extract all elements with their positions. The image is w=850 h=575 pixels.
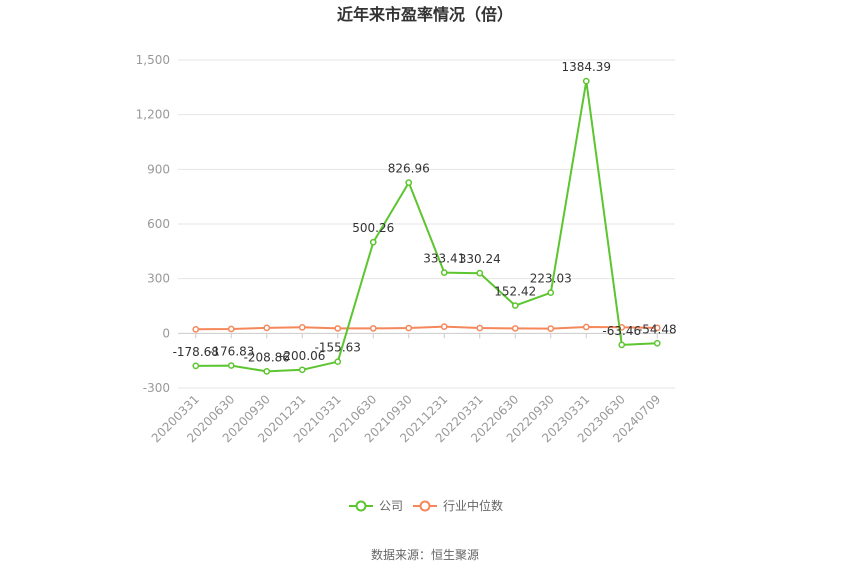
data-point bbox=[263, 368, 271, 375]
y-tick-label: 900 bbox=[147, 162, 170, 176]
data-point bbox=[547, 325, 555, 332]
legend-item[interactable]: 行业中位数 bbox=[413, 498, 503, 513]
data-point bbox=[298, 366, 306, 374]
series-layer bbox=[192, 77, 661, 375]
data-point bbox=[227, 325, 235, 333]
source-note: 数据来源：恒生聚源 bbox=[371, 547, 479, 562]
legend-swatch-marker bbox=[419, 500, 431, 512]
legend-swatch-marker bbox=[355, 500, 367, 512]
y-tick-label: 300 bbox=[147, 272, 170, 286]
data-labels: -178.68-176.83-208.86-200.06-155.63 500.2… bbox=[173, 60, 677, 364]
data-point bbox=[653, 324, 661, 332]
data-point bbox=[476, 269, 484, 277]
data-point bbox=[618, 341, 626, 349]
y-axis-ticks: -300 0 300 600 900 1,200 1,500 bbox=[136, 53, 170, 395]
data-point bbox=[405, 179, 413, 186]
data-label: -63.46 bbox=[602, 324, 641, 338]
data-label: 500.26 bbox=[352, 221, 394, 235]
data-label: 152.42 bbox=[494, 285, 536, 299]
legend-item[interactable]: 公司 bbox=[349, 499, 403, 513]
data-label: -155.63 bbox=[315, 341, 361, 355]
data-point bbox=[263, 324, 271, 332]
data-point bbox=[227, 362, 235, 369]
data-point bbox=[511, 302, 519, 309]
data-label: 826.96 bbox=[388, 162, 430, 176]
series-line bbox=[195, 325, 658, 331]
legend[interactable]: 公司 行业中位数 bbox=[349, 498, 503, 513]
data-point bbox=[369, 238, 377, 246]
data-point bbox=[547, 289, 555, 297]
data-point bbox=[192, 362, 200, 370]
data-point bbox=[192, 325, 200, 333]
data-point bbox=[653, 339, 661, 347]
data-label: -178.68 bbox=[173, 345, 219, 359]
data-label: 330.24 bbox=[459, 252, 501, 266]
data-point bbox=[476, 324, 484, 332]
data-label: -200.06 bbox=[279, 349, 325, 363]
data-label: 223.03 bbox=[530, 272, 572, 286]
legend-label: 公司 bbox=[379, 499, 403, 513]
data-label: 1384.39 bbox=[561, 60, 611, 74]
y-tick-label: 1,500 bbox=[136, 53, 170, 67]
data-point bbox=[298, 323, 306, 331]
y-tick-label: -300 bbox=[143, 381, 170, 395]
legend-label: 行业中位数 bbox=[443, 498, 503, 513]
data-point bbox=[582, 323, 590, 331]
data-label: -54.48 bbox=[638, 322, 677, 336]
data-label: 333.41 bbox=[423, 252, 465, 266]
data-point bbox=[440, 323, 448, 330]
data-point bbox=[334, 358, 342, 366]
grid-lines bbox=[178, 59, 675, 389]
data-point bbox=[369, 325, 377, 332]
data-label: -176.83 bbox=[208, 345, 254, 359]
data-point bbox=[405, 324, 413, 332]
data-point bbox=[511, 325, 519, 332]
y-tick-label: 1,200 bbox=[136, 108, 170, 122]
y-tick-label: 0 bbox=[162, 326, 170, 340]
chart-title: 近年来市盈率情况（倍） bbox=[337, 5, 513, 24]
y-tick-label: 600 bbox=[147, 217, 170, 231]
data-label: -208.86 bbox=[244, 350, 290, 364]
series-line bbox=[195, 80, 658, 373]
data-point bbox=[440, 269, 448, 276]
data-point bbox=[334, 325, 342, 332]
data-point bbox=[582, 77, 590, 85]
